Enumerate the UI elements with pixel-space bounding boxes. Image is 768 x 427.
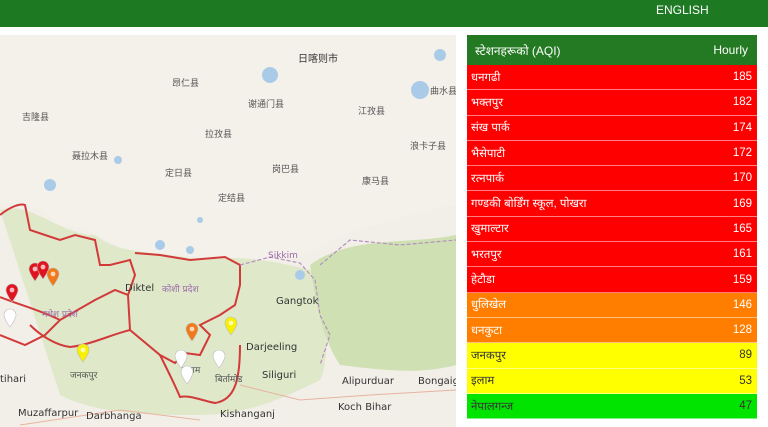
map-label: Kishanganj <box>220 409 275 420</box>
station-aqi: 182 <box>732 96 752 109</box>
map-label: 吉隆县 <box>22 113 50 123</box>
station-name: रत्नपार्क <box>471 172 504 185</box>
period-label[interactable]: Hourly <box>713 43 748 57</box>
map-label: Gangtok <box>276 296 319 307</box>
station-name: इलाम <box>471 375 495 388</box>
station-row[interactable]: भैसेपाटी 172 <box>467 140 757 167</box>
station-aqi: 128 <box>732 324 752 337</box>
station-name: भरतपुर <box>471 248 502 261</box>
map-label: 日喀则市 <box>298 54 338 65</box>
map-label: Darbhanga <box>86 411 142 422</box>
station-aqi: 170 <box>732 172 752 185</box>
station-aqi: 159 <box>732 273 752 286</box>
map-label: 定日县 <box>165 169 193 179</box>
station-aqi: 146 <box>732 298 752 311</box>
station-name: गण्डकी बोर्डिंग स्कूल, पोखरा <box>471 198 587 211</box>
top-navbar: ENGLISH <box>0 0 768 27</box>
map-label: 拉孜县 <box>205 130 233 140</box>
station-marker-icon[interactable] <box>174 349 188 369</box>
station-marker-icon[interactable] <box>180 365 194 385</box>
map-label: 浪卡子县 <box>410 142 447 152</box>
station-aqi: 89 <box>739 349 752 362</box>
station-row[interactable]: धनगढी 185 <box>467 65 757 91</box>
station-marker-icon[interactable] <box>36 260 50 280</box>
station-name: नेपालगन्ज <box>471 400 514 413</box>
map-label: जनकपुर <box>70 371 98 381</box>
map-label: Alipurduar <box>342 376 394 387</box>
station-marker-icon[interactable] <box>212 349 226 369</box>
station-name: हेटौडा <box>471 274 496 287</box>
station-row[interactable]: जनकपुर 89 <box>467 343 757 369</box>
map-label: Koch Bihar <box>338 402 392 413</box>
map-view[interactable]: 日喀则市昂仁县谢通门县江孜县 曲水县吉隆县拉孜县聂拉木县定日县 岗巴县 浪卡子县定结县… <box>0 35 456 427</box>
station-row[interactable]: हेटौडा 159 <box>467 267 757 293</box>
map-label: Sikkim <box>268 251 298 261</box>
station-aqi: 165 <box>732 222 752 235</box>
map-label: 聂拉木县 <box>72 152 109 162</box>
station-name: भैसेपाटी <box>471 147 506 160</box>
station-aqi: 185 <box>732 71 752 84</box>
station-aqi: 172 <box>732 147 752 160</box>
map-label: 江孜县 <box>358 107 386 117</box>
map-label: 曲水县 <box>430 87 456 97</box>
station-marker-icon[interactable] <box>3 308 17 328</box>
map-label: मधेश प्रदेश <box>42 310 78 320</box>
language-toggle-english[interactable]: ENGLISH <box>656 3 709 17</box>
station-marker-icon[interactable] <box>46 267 60 287</box>
station-aqi: 47 <box>739 400 752 412</box>
station-marker-icon[interactable] <box>185 322 199 342</box>
station-name: धुलिखेल <box>471 299 507 312</box>
aqi-station-panel: स्टेशनहरूको (AQI) Hourly धनगढी 185 भक्तपुर… <box>467 35 757 420</box>
station-row[interactable]: भक्तपुर 182 <box>467 90 757 116</box>
station-row[interactable]: धनकुटा 128 <box>467 317 757 344</box>
station-row[interactable]: गण्डकी बोर्डिंग स्कूल, पोखरा 169 <box>467 191 757 217</box>
station-row[interactable]: भरतपुर 161 <box>467 242 757 268</box>
station-row[interactable]: इलाम 53 <box>467 368 757 394</box>
station-name: धनगढी <box>471 71 501 84</box>
station-marker-icon[interactable] <box>76 343 90 363</box>
station-row[interactable]: संख पार्क 174 <box>467 115 757 141</box>
map-label: Siliguri <box>262 370 297 381</box>
station-aqi: 53 <box>739 374 752 387</box>
station-aqi: 174 <box>732 121 752 134</box>
station-marker-icon[interactable] <box>224 316 238 336</box>
station-name: जनकपुर <box>471 349 506 362</box>
station-marker-icon[interactable] <box>5 283 19 303</box>
panel-header: स्टेशनहरूको (AQI) Hourly <box>467 35 757 65</box>
map-label: Muzaffarpur <box>18 408 79 419</box>
station-name: संख पार्क <box>471 122 510 135</box>
map-label: tihari <box>0 374 27 385</box>
station-name: खुमाल्टार <box>471 223 509 236</box>
map-label: 康马县 <box>362 177 390 187</box>
station-row[interactable]: खुमाल्टार 165 <box>467 216 757 243</box>
map-label: 谢通门县 <box>248 100 285 110</box>
station-row[interactable]: नेपालगन्ज 47 <box>467 393 757 420</box>
map-label: Darjeeling <box>246 342 298 353</box>
map-label: 岗巴县 <box>272 165 300 175</box>
map-label: 昂仁县 <box>172 79 200 89</box>
map-label: 定结县 <box>218 194 246 204</box>
station-row[interactable]: रत्नपार्क 170 <box>467 166 757 192</box>
map-label: कोशी प्रदेश <box>162 285 199 295</box>
station-aqi: 161 <box>732 248 752 261</box>
map-label: Bongaigaon <box>418 376 456 387</box>
map-base <box>0 35 456 426</box>
map-label: Diktel <box>125 283 155 294</box>
panel-title: स्टेशनहरूको (AQI) <box>475 43 561 58</box>
station-name: धनकुटा <box>471 324 503 337</box>
station-row[interactable]: धुलिखेल 146 <box>467 292 757 318</box>
station-aqi: 169 <box>732 197 752 210</box>
map-label: बिर्तामोड <box>215 375 243 385</box>
station-name: भक्तपुर <box>471 96 504 109</box>
